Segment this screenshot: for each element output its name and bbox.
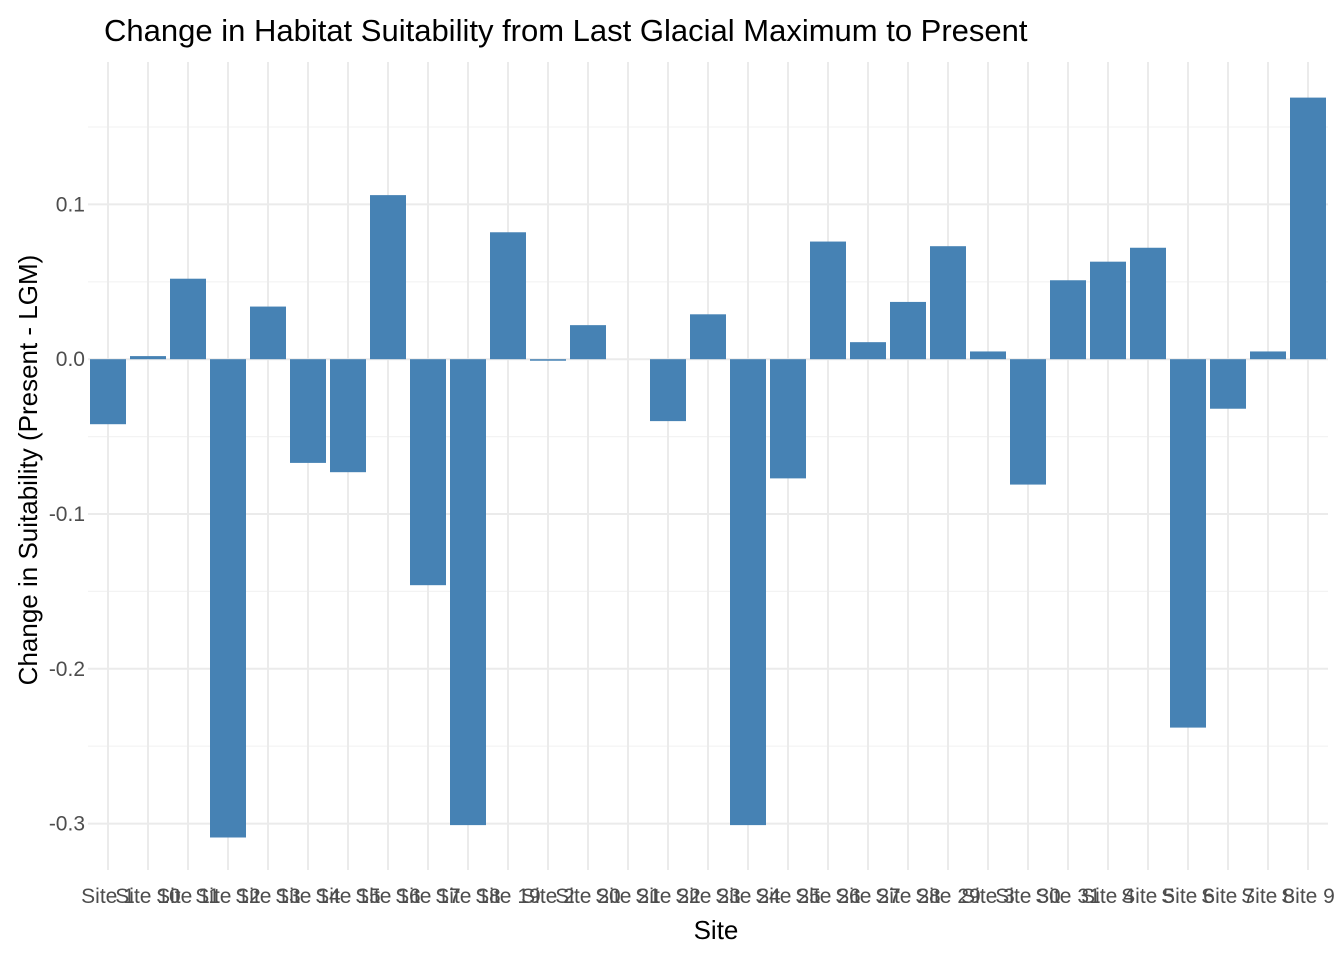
x-tick-label: Site 16	[355, 885, 420, 908]
x-tick-label: Site 20	[555, 885, 620, 908]
bar	[330, 359, 366, 473]
bar	[410, 359, 446, 586]
bar	[810, 241, 846, 360]
bar	[210, 359, 246, 838]
bar	[1170, 359, 1206, 728]
x-tick-label: Site 14	[275, 885, 341, 908]
x-tick-label: Site 27	[835, 885, 900, 908]
x-tick-label: Site 26	[795, 885, 860, 908]
y-axis-title: Change in Suitability (Present - LGM)	[13, 255, 43, 686]
bar	[730, 359, 766, 826]
bar	[1130, 247, 1166, 360]
x-tick-label: Site 17	[395, 885, 460, 908]
x-tick-label: Site 19	[475, 885, 540, 908]
bar	[1090, 261, 1126, 360]
y-tick-label: 0.0	[56, 348, 85, 371]
bar	[690, 314, 726, 360]
bar	[850, 342, 886, 360]
y-tick-label: -0.1	[49, 503, 85, 526]
bar	[130, 356, 166, 360]
bar	[570, 325, 606, 360]
bar	[970, 351, 1006, 360]
x-tick-label: Site 23	[675, 885, 740, 908]
x-tick-label: Site 12	[195, 885, 260, 908]
x-tick-label: Site 9	[1281, 885, 1335, 908]
bar	[250, 306, 286, 360]
x-tick-label: Site 29	[915, 885, 980, 908]
bar	[1290, 97, 1326, 360]
bar	[1050, 280, 1086, 360]
bar	[370, 195, 406, 360]
chart-title: Change in Habitat Suitability from Last …	[104, 13, 1028, 48]
x-tick-label: Site 1	[81, 885, 135, 908]
x-tick-label: Site 7	[1201, 885, 1255, 908]
bar	[170, 278, 206, 360]
x-tick-label: Site 6	[1161, 885, 1215, 908]
x-tick-label: Site 22	[635, 885, 700, 908]
y-tick-label: -0.3	[49, 813, 85, 836]
x-tick-label: Site 28	[875, 885, 940, 908]
bar	[650, 359, 686, 422]
bar	[890, 301, 926, 360]
bar	[1210, 359, 1246, 409]
x-tick-label: Site 2	[521, 885, 575, 908]
x-tick-label: Site 5	[1121, 885, 1175, 908]
x-tick-label: Site 11	[156, 885, 220, 908]
x-tick-label: Site 4	[1081, 885, 1135, 908]
x-tick-label: Site 10	[115, 885, 180, 908]
bar	[530, 359, 566, 361]
x-tick-label: Site 13	[235, 885, 300, 908]
x-tick-label: Site 30	[995, 885, 1060, 908]
x-tick-label: Site 21	[595, 885, 660, 908]
y-axis-ticks: -0.3 -0.2 -0.1 0.0 0.1	[49, 193, 85, 835]
bar	[1010, 359, 1046, 485]
bar	[930, 246, 966, 360]
bar	[770, 359, 806, 479]
x-tick-label: Site 24	[715, 885, 781, 908]
bar	[450, 359, 486, 826]
x-tick-label: Site 31	[1035, 885, 1100, 908]
y-tick-label: -0.2	[49, 658, 85, 681]
x-tick-label: Site 3	[961, 885, 1015, 908]
x-tick-label: Site 25	[755, 885, 820, 908]
y-tick-label: 0.1	[56, 193, 85, 216]
x-tick-label: Site 15	[315, 885, 380, 908]
x-tick-label: Site 18	[435, 885, 500, 908]
bar	[290, 359, 326, 463]
bar	[90, 359, 126, 425]
bar	[490, 232, 526, 360]
x-tick-label: Site 8	[1241, 885, 1295, 908]
bar	[1250, 351, 1286, 360]
x-axis-title: Site	[694, 915, 739, 945]
grid-lines	[88, 62, 1328, 870]
bars	[90, 97, 1326, 838]
